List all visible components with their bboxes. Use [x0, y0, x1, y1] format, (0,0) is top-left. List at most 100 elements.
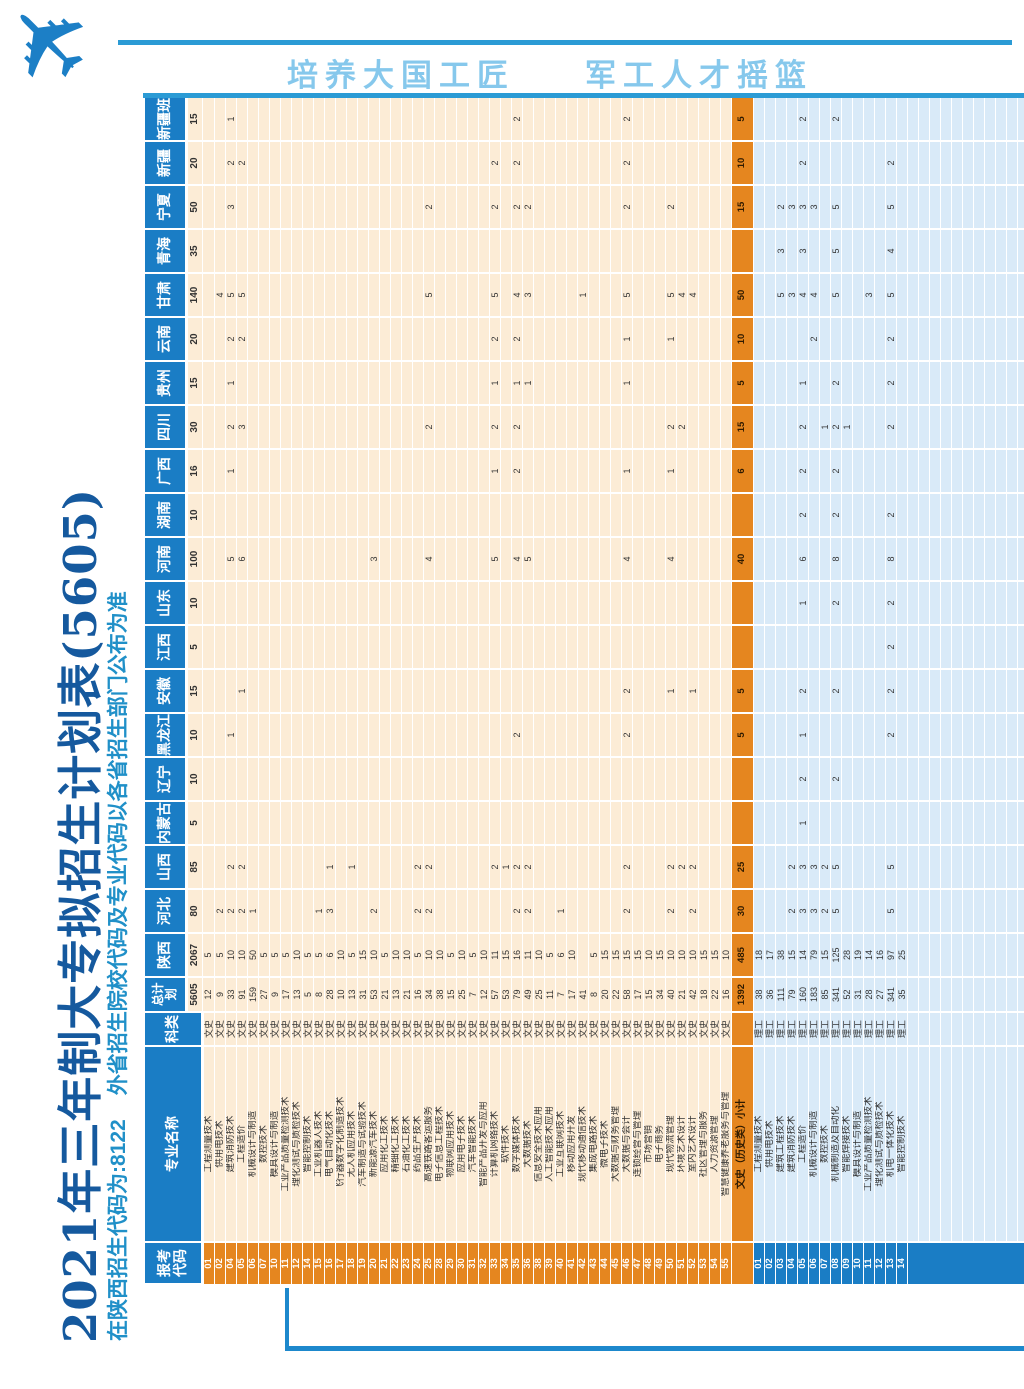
empty-cell — [1017, 1012, 1024, 1046]
plan-value — [555, 537, 566, 581]
plan-value — [698, 889, 709, 933]
plan-value — [632, 405, 643, 449]
empty-cell — [1006, 757, 1017, 801]
plan-value — [467, 889, 478, 933]
plan-value — [885, 449, 896, 493]
empty-cell — [951, 317, 962, 361]
plan-value: 2 — [511, 317, 522, 361]
plan-value — [368, 625, 379, 669]
plan-value — [467, 361, 478, 405]
plan-value — [335, 97, 346, 141]
subtotal-value: 15 — [731, 185, 753, 229]
empty-cell — [984, 405, 995, 449]
plan-value: 2 — [786, 889, 797, 933]
plan-value — [764, 229, 775, 273]
plan-value: 2 — [236, 845, 247, 889]
plan-value — [335, 845, 346, 889]
plan-value — [588, 625, 599, 669]
plan-value — [566, 713, 577, 757]
subtotal-value: 40 — [731, 537, 753, 581]
plan-value — [390, 449, 401, 493]
plan-value — [676, 493, 687, 537]
empty-cell — [962, 449, 973, 493]
plan-value — [379, 141, 390, 185]
empty-cell — [1017, 141, 1024, 185]
empty-cell — [940, 361, 951, 405]
plan-value — [577, 185, 588, 229]
plan-value: 4 — [885, 229, 896, 273]
rotated-content-wrapper: 2021年三年制大专拟招生计划表(5605) 在陕西招生代码为:8122外省招生… — [40, 93, 1024, 1389]
plan-value: 5 — [544, 933, 555, 977]
empty-cell — [995, 185, 1006, 229]
empty-cell — [1006, 669, 1017, 713]
plan-value — [599, 537, 610, 581]
plan-value: 14 — [797, 933, 808, 977]
empty-cell — [1017, 537, 1024, 581]
plan-value — [489, 581, 500, 625]
major-row: 07 数控技术 文史 27 5 — [258, 97, 269, 1284]
plan-value: 1 — [225, 97, 236, 141]
plan-value — [291, 757, 302, 801]
plan-value — [874, 713, 885, 757]
plan-value — [808, 449, 819, 493]
empty-cell — [995, 625, 1006, 669]
plan-value: 2 — [511, 185, 522, 229]
plan-value: 16 — [511, 933, 522, 977]
major-category: 文史 — [401, 1012, 412, 1046]
plan-value — [357, 141, 368, 185]
plan-value — [434, 801, 445, 845]
plan-value — [269, 889, 280, 933]
plan-value — [698, 713, 709, 757]
plan-value — [643, 229, 654, 273]
major-total: 13 — [291, 977, 302, 1012]
major-row: 20 新能源汽车技术 文史 53 10 2 3 — [368, 97, 379, 1284]
major-row: 04 建筑消防技术 文史 33 10 2 2 1 5 1 2 1 2 5 3 2 1 — [225, 97, 236, 1284]
plan-value — [764, 581, 775, 625]
empty-cell — [962, 1012, 973, 1046]
major-name: 模具设计与制造 — [269, 1046, 280, 1242]
subtotal-category — [731, 1012, 753, 1046]
plan-value — [588, 97, 599, 141]
plan-value — [720, 801, 731, 845]
plan-value: 15 — [610, 933, 621, 977]
empty-cell — [907, 669, 918, 713]
empty-cell — [929, 97, 940, 141]
plan-value — [236, 713, 247, 757]
plan-value — [874, 889, 885, 933]
plan-value: 4 — [214, 273, 225, 317]
plan-value — [577, 801, 588, 845]
plan-value — [841, 229, 852, 273]
plan-value — [764, 361, 775, 405]
plan-value — [610, 273, 621, 317]
empty-cell — [1017, 317, 1024, 361]
major-name: 室内艺术设计 — [687, 1046, 698, 1242]
plan-value — [522, 317, 533, 361]
empty-cell — [929, 405, 940, 449]
plan-value: 3 — [797, 845, 808, 889]
plan-value — [709, 713, 720, 757]
plan-value: 5 — [346, 933, 357, 977]
major-code: 30 — [456, 1242, 467, 1284]
plan-value: 5 — [885, 273, 896, 317]
plan-value — [467, 449, 478, 493]
plan-value — [698, 141, 709, 185]
empty-cell — [984, 625, 995, 669]
empty-cell — [973, 845, 984, 889]
plan-value — [599, 581, 610, 625]
plan-value — [610, 405, 621, 449]
plan-value — [346, 757, 357, 801]
empty-cell — [984, 581, 995, 625]
plan-value: 1 — [621, 317, 632, 361]
empty-cell — [984, 889, 995, 933]
plan-value — [819, 449, 830, 493]
plan-value — [852, 889, 863, 933]
empty-cell — [1017, 229, 1024, 273]
plan-value: 1 — [313, 889, 324, 933]
plan-value: 79 — [808, 933, 819, 977]
empty-cell — [973, 449, 984, 493]
plan-value: 3 — [324, 889, 335, 933]
plan-value — [819, 713, 830, 757]
plan-value — [896, 669, 907, 713]
plan-value — [566, 889, 577, 933]
plan-value: 15 — [599, 933, 610, 977]
